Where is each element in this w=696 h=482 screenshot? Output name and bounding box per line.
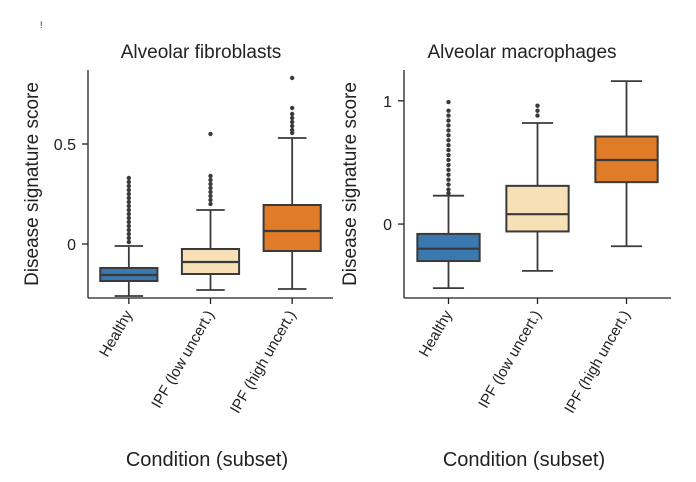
outlier-point: [208, 177, 213, 183]
outlier-point: [208, 185, 213, 191]
outlier-point: [446, 118, 451, 123]
outlier-point: [446, 172, 451, 177]
chart-panel-fibroblasts: Alveolar fibroblasts 0 0.5 Disease signatur…: [22, 42, 333, 471]
iqr-box: [262, 204, 322, 252]
stray-mark: !: [40, 20, 43, 30]
outlier-point: [126, 211, 132, 217]
outlier-point: [446, 128, 451, 133]
outlier-point: [126, 215, 132, 221]
box-1: [99, 175, 159, 297]
outlier-point: [126, 203, 132, 209]
chart-title: Alveolar macrophages: [427, 42, 616, 63]
outlier-point: [446, 182, 451, 187]
x-tick-label: IPF (high uncert.): [227, 308, 300, 417]
box-3: [594, 80, 659, 248]
y-tick-label: 0: [67, 237, 76, 254]
chart-panel-macrophages: Alveolar macrophages 0 1 Disease signature …: [340, 42, 671, 471]
outlier-point: [208, 189, 213, 195]
iqr-box: [505, 184, 570, 233]
outlier-point: [446, 123, 451, 128]
outlier-point: [126, 231, 132, 237]
y-axis-label: Disease signature score: [340, 82, 361, 286]
outlier-point: [289, 115, 295, 121]
outlier-point: [535, 103, 540, 108]
iqr-box: [416, 232, 481, 263]
outlier-point: [446, 152, 451, 158]
outlier-point: [446, 108, 451, 113]
outlier-point: [126, 219, 132, 225]
outlier-point: [289, 123, 295, 129]
outlier-point: [208, 181, 213, 187]
box-3: [262, 75, 322, 290]
x-tick-label: Healthy: [416, 307, 456, 360]
y-axis-label: Disease signature score: [22, 82, 43, 286]
y-tick-label: 1: [383, 94, 392, 111]
outlier-point: [126, 179, 132, 185]
outlier-point: [126, 227, 132, 233]
outlier-point: [446, 147, 451, 153]
outlier-point: [126, 175, 132, 181]
x-tick-label: IPF (low uncert.): [475, 308, 545, 412]
x-axis-label: Condition (subset): [126, 449, 288, 471]
outlier-point: [446, 133, 451, 138]
outlier-point: [446, 142, 451, 148]
outlier-point: [208, 131, 213, 137]
outlier-point: [289, 105, 295, 111]
outlier-point: [126, 187, 132, 193]
outlier-point: [208, 197, 213, 203]
x-tick-label: IPF (low uncert.): [148, 308, 218, 412]
outlier-point: [126, 207, 132, 213]
outlier-point: [446, 157, 451, 163]
outlier-point: [126, 223, 132, 229]
outlier-point: [446, 167, 451, 173]
outlier-point: [126, 195, 132, 201]
outlier-point: [126, 183, 132, 189]
outlier-point: [446, 162, 451, 168]
box-1: [416, 99, 481, 290]
y-tick-label: 0: [383, 217, 392, 234]
outlier-point: [446, 187, 451, 192]
outlier-point: [126, 191, 132, 197]
box-2: [505, 103, 570, 272]
outlier-point: [208, 173, 213, 179]
outlier-point: [535, 113, 540, 118]
outlier-point: [446, 113, 451, 118]
outlier-point: [208, 193, 213, 199]
outlier-point: [446, 191, 451, 196]
outlier-point: [126, 239, 132, 245]
outlier-point: [126, 199, 132, 205]
outlier-point: [446, 138, 451, 143]
outlier-point: [446, 177, 451, 182]
x-tick-label: Healthy: [96, 307, 136, 360]
box-2: [180, 131, 241, 291]
outlier-point: [208, 201, 213, 207]
x-tick-label: IPF (high uncert.): [561, 308, 634, 417]
outlier-point: [289, 75, 295, 81]
outlier-point: [289, 111, 295, 117]
outlier-point: [289, 119, 295, 125]
outlier-point: [289, 130, 295, 136]
y-tick-label: 0.5: [54, 137, 76, 154]
outlier-point: [535, 108, 540, 113]
x-axis-label: Condition (subset): [443, 449, 605, 471]
chart-title: Alveolar fibroblasts: [121, 42, 282, 63]
outlier-point: [446, 99, 451, 105]
outlier-point: [126, 235, 132, 241]
